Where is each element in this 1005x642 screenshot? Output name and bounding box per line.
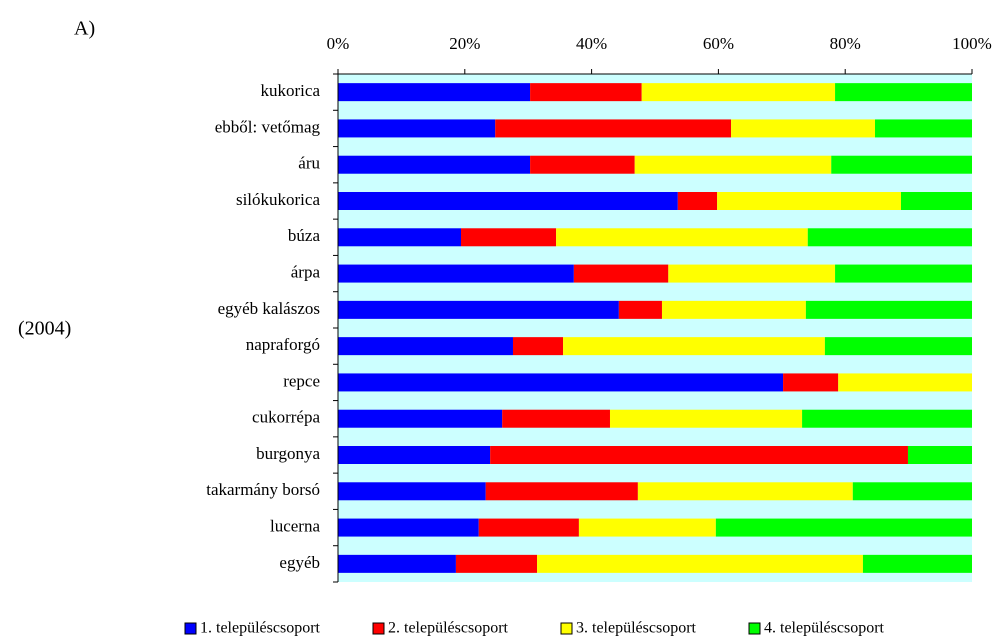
bar-segment [460,228,557,247]
y-tick-label: cukorrépa [252,408,320,427]
bar-segment [490,446,908,464]
bar-segment [717,192,901,210]
legend-swatch [748,622,761,635]
x-tick-label: 80% [830,34,861,53]
bar-segment [641,83,836,102]
bar-segment [637,482,853,501]
y-tick-label: búza [288,226,321,245]
bar-segment [838,373,972,392]
bar-segment [831,155,972,174]
bar-segment [530,83,642,102]
legend-label: 2. településcsoport [388,620,509,637]
bar-segment [530,155,635,174]
bar-segment [455,554,538,573]
legend-swatch [372,622,385,635]
y-tick-label: burgonya [256,444,320,463]
bar-segment [862,554,972,573]
bar-segment [578,518,716,537]
bar-segment [731,119,875,138]
bar-segment [512,337,564,356]
bar-segment [900,192,972,210]
y-tick-label: lucerna [270,516,320,535]
bar-segment [338,264,574,283]
x-tick-label: 60% [703,34,734,53]
y-tick-label: takarmány borsó [206,480,320,499]
y-tick-label: repce [283,371,320,390]
bar-segment [783,373,839,392]
x-tick-label: 20% [449,34,480,53]
y-tick-label: egyéb [279,553,320,572]
bar-segment [338,373,784,392]
bar-segment [715,518,972,537]
bar-segment [338,300,619,319]
bar-segment [495,119,732,138]
plot-area [338,74,972,582]
bar-segment [634,155,832,174]
bar-segment [874,119,972,138]
bar-segment [677,192,718,210]
y-tick-label: kukorica [261,81,321,100]
bar-segment [563,337,825,356]
bar-segment [609,409,803,428]
bar-segment [668,264,836,283]
bar-segment [502,409,610,428]
bar-segment [478,518,579,537]
legend-swatch [184,622,197,635]
bar-segment [802,409,972,428]
bar-segment [338,155,531,174]
legend-swatch [560,622,573,635]
bar-segment [835,264,972,283]
bar-segment [338,482,486,501]
y-tick-label: áru [298,154,320,173]
y-tick-label: silókukorica [236,190,320,209]
x-tick-label: 40% [576,34,607,53]
bar-segment [338,228,461,247]
x-tick-label: 100% [952,34,992,53]
bar-segment [835,83,972,102]
bar-segment [338,119,496,138]
bar-segment [556,228,808,247]
bar-segment [573,264,669,283]
y-tick-label: ebből: vetőmag [215,117,321,136]
legend-label: 1. településcsoport [200,620,321,637]
bar-segment [618,300,662,319]
bar-segment [338,446,491,464]
bar-segment [807,228,972,247]
y-tick-label: napraforgó [246,335,320,354]
bar-segment [338,518,479,537]
bar-segment [661,300,806,319]
y-tick-label: egyéb kalászos [218,299,320,318]
bar-segment [338,83,531,102]
legend-label: 4. településcsoport [764,620,885,637]
year-label: (2004) [18,318,71,340]
legend-label: 3. településcsoport [576,620,697,637]
x-tick-label: 0% [327,34,350,53]
bar-segment [485,482,638,501]
bar-segment [537,554,863,573]
bar-segment [852,482,972,501]
y-tick-label: árpa [291,262,321,281]
bar-segment [338,409,503,428]
panel-label: A) [74,18,95,40]
bar-segment [338,192,678,210]
bar-segment [338,337,513,356]
bar-segment [907,446,972,464]
bar-segment [338,554,456,573]
bar-segment [805,300,972,319]
bar-segment [824,337,972,356]
